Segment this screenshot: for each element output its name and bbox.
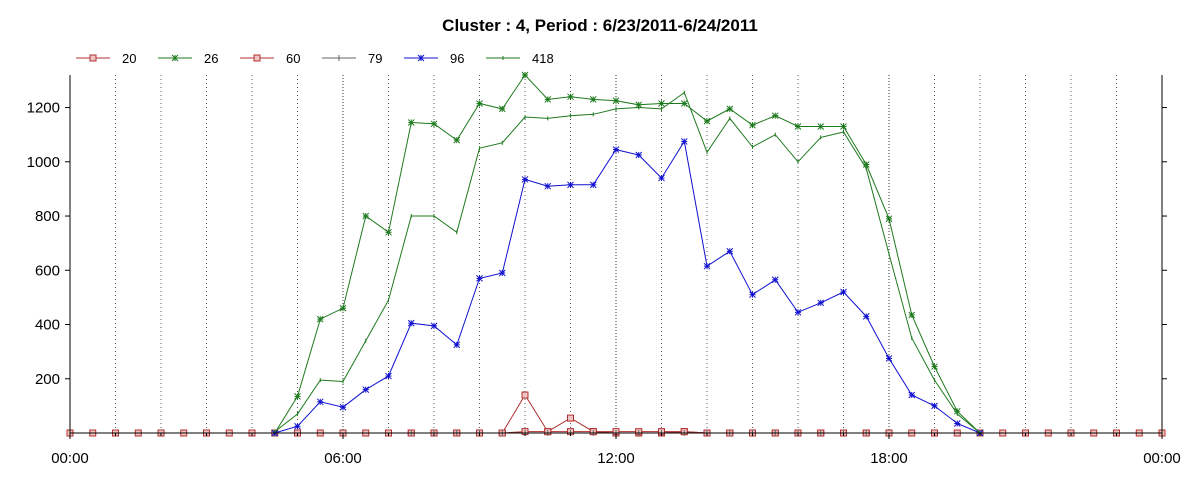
data-point bbox=[567, 93, 574, 101]
data-point bbox=[567, 181, 574, 189]
legend-entry-60: 60 bbox=[240, 51, 300, 66]
data-point bbox=[407, 319, 415, 327]
data-point bbox=[430, 120, 438, 128]
legend-label: 418 bbox=[532, 51, 554, 66]
data-point bbox=[749, 291, 756, 299]
legend-entry-20: 20 bbox=[76, 51, 136, 66]
data-point bbox=[680, 100, 688, 107]
data-point bbox=[840, 123, 847, 130]
data-point bbox=[362, 212, 370, 220]
grid-lines bbox=[115, 75, 1117, 433]
legend-entry-79: 79 bbox=[322, 51, 382, 66]
x-tick-label: 18:00 bbox=[870, 450, 908, 467]
data-point bbox=[430, 322, 438, 330]
data-point bbox=[612, 146, 620, 153]
data-point bbox=[567, 414, 574, 422]
x-tick-label: 00:00 bbox=[51, 450, 89, 467]
x-tick-label: 12:00 bbox=[597, 450, 635, 467]
data-point bbox=[453, 341, 461, 349]
y-tick-label: 200 bbox=[35, 371, 60, 388]
data-point bbox=[726, 247, 734, 255]
data-point bbox=[253, 54, 261, 62]
series-line bbox=[274, 74, 981, 434]
data-point bbox=[771, 112, 779, 120]
legend-label: 60 bbox=[286, 51, 300, 66]
legend-label: 20 bbox=[122, 51, 136, 66]
axes: 200 400 600 800 1000 1200 00:00 06:00 12:00 18:00… bbox=[27, 75, 1181, 467]
data-point bbox=[658, 100, 665, 107]
data-point bbox=[794, 308, 802, 316]
series-26 bbox=[271, 71, 984, 437]
data-point bbox=[407, 119, 415, 126]
legend-label: 96 bbox=[450, 51, 464, 66]
series-418 bbox=[274, 90, 981, 435]
data-point bbox=[89, 54, 97, 62]
data-point bbox=[703, 117, 711, 125]
data-point bbox=[453, 136, 461, 144]
y-tick-label: 1000 bbox=[27, 154, 60, 171]
x-tick-label: 00:00 bbox=[1143, 450, 1181, 467]
data-point bbox=[521, 391, 529, 399]
data-point bbox=[544, 96, 552, 103]
legend-entry-418: 418 bbox=[486, 51, 554, 66]
series-line bbox=[274, 91, 981, 434]
data-point bbox=[339, 304, 347, 312]
data-point bbox=[771, 276, 779, 284]
legend-label: 26 bbox=[204, 51, 218, 66]
data-point bbox=[817, 123, 825, 130]
data-point bbox=[953, 420, 961, 427]
series-96 bbox=[271, 138, 984, 437]
data-point bbox=[498, 105, 506, 113]
y-tick-label: 800 bbox=[35, 208, 60, 225]
data-point bbox=[612, 97, 620, 105]
data-point bbox=[294, 393, 301, 400]
legend-entry-26: 26 bbox=[158, 51, 218, 66]
data-point bbox=[316, 398, 324, 406]
data-point bbox=[658, 174, 665, 182]
data-point bbox=[385, 372, 392, 380]
data-point bbox=[703, 262, 711, 270]
data-point bbox=[385, 228, 392, 236]
y-tick-label: 1200 bbox=[27, 100, 60, 117]
chart-title: Cluster : 4, Period : 6/23/2011-6/24/201… bbox=[442, 16, 758, 35]
data-point bbox=[885, 215, 893, 223]
data-point bbox=[417, 54, 425, 62]
data-point bbox=[362, 386, 370, 393]
data-point bbox=[498, 269, 506, 277]
data-point bbox=[726, 105, 734, 113]
data-point bbox=[339, 403, 347, 411]
data-point bbox=[476, 275, 483, 282]
data-point bbox=[931, 402, 938, 410]
legend-label: 79 bbox=[368, 51, 382, 66]
data-point bbox=[589, 96, 597, 103]
data-point bbox=[680, 138, 688, 145]
data-point bbox=[908, 311, 916, 319]
data-point bbox=[476, 100, 483, 107]
data-point bbox=[294, 422, 301, 430]
y-tick-label: 600 bbox=[35, 262, 60, 279]
data-point bbox=[908, 391, 916, 399]
data-point bbox=[840, 288, 847, 296]
data-point bbox=[316, 315, 324, 323]
series-line bbox=[274, 140, 981, 434]
data-point bbox=[635, 151, 643, 159]
data-point bbox=[817, 299, 825, 307]
data-point bbox=[794, 123, 802, 130]
data-point bbox=[589, 181, 597, 189]
x-tick-label: 06:00 bbox=[324, 450, 362, 467]
data-point bbox=[521, 176, 529, 183]
data-point bbox=[336, 55, 342, 61]
data-point bbox=[749, 121, 756, 129]
data-point bbox=[862, 313, 870, 320]
data-point bbox=[521, 71, 529, 79]
data-point bbox=[171, 54, 179, 62]
data-point bbox=[885, 355, 893, 362]
legend: 20 26 60 79 96 418 bbox=[76, 51, 554, 66]
data-point bbox=[544, 182, 552, 190]
legend-entry-96: 96 bbox=[404, 51, 464, 66]
y-tick-label: 400 bbox=[35, 317, 60, 334]
data-point bbox=[931, 363, 938, 370]
